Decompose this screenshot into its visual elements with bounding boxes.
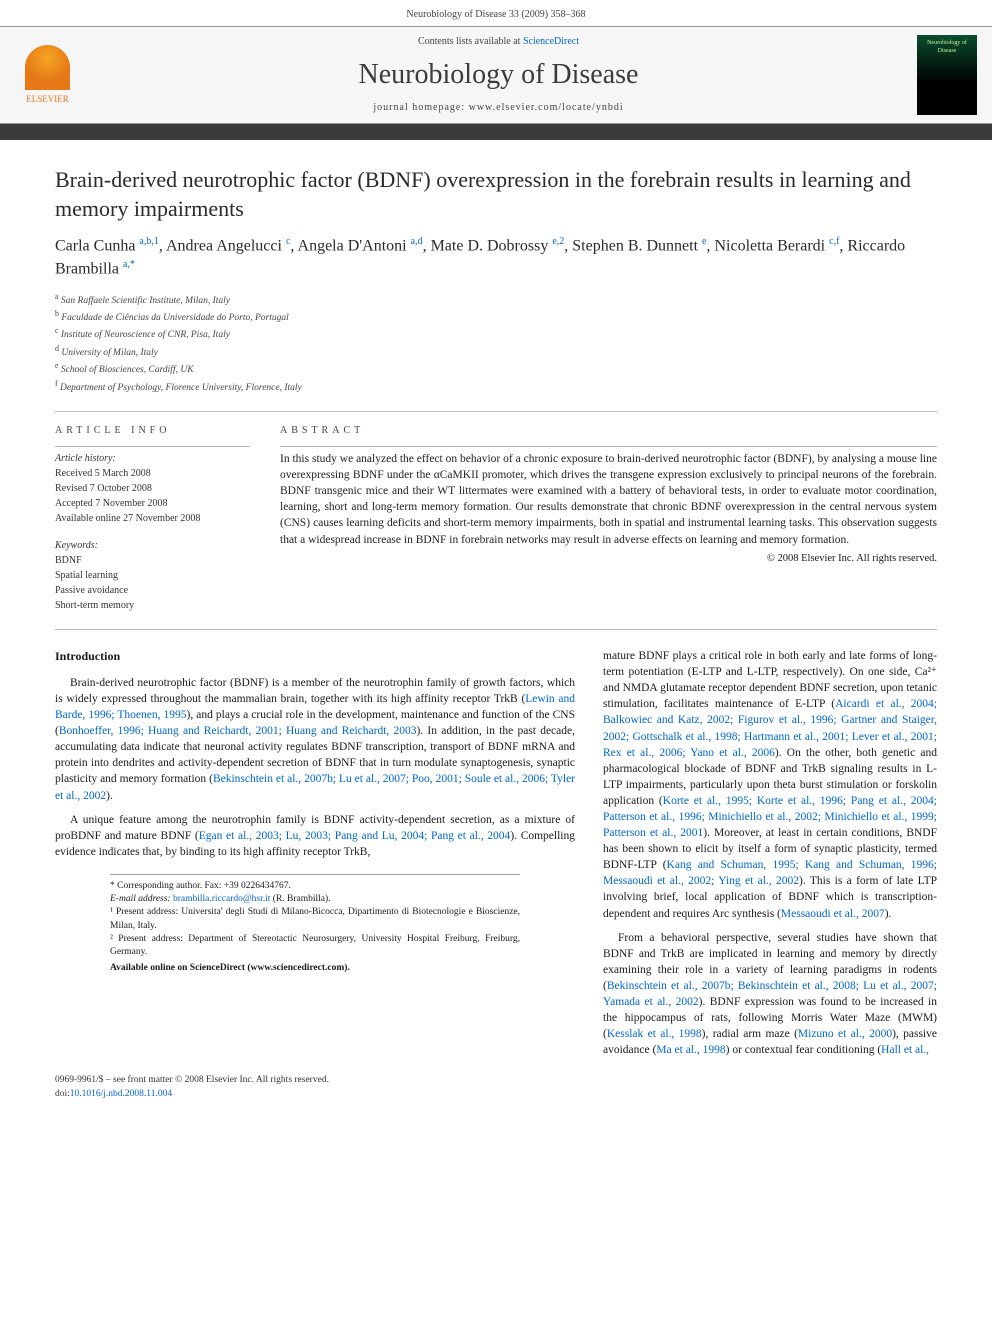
elsevier-logo: ELSEVIER [15,38,80,113]
footnotes-block: * Corresponding author. Fax: +39 0226434… [110,874,520,975]
citation-link[interactable]: Hall et al., [881,1044,929,1056]
elsevier-tree-icon [25,45,70,90]
citation-link[interactable]: Mizuno et al., 2000 [798,1028,892,1040]
contents-available-line: Contents lists available at ScienceDirec… [95,35,902,49]
text-span: Brain-derived neurotrophic factor (BDNF)… [55,677,575,705]
text-span: ), radial arm maze ( [702,1028,798,1040]
citation-link[interactable]: Messaoudi et al., 2007 [781,908,885,920]
journal-header-block: ELSEVIER Contents lists available at Sci… [0,26,992,124]
affiliation-line: b Faculdade de Ciências da Universidade … [55,308,937,325]
text-span: ) or contextual fear conditioning ( [726,1044,882,1056]
cover-label: Neurobiology of Disease [919,39,975,56]
issn-line: 0969-9961/$ – see front matter © 2008 El… [55,1074,482,1087]
dark-separator-bar [0,124,992,140]
affiliation-line: c Institute of Neuroscience of CNR, Pisa… [55,325,937,342]
running-header: Neurobiology of Disease 33 (2009) 358–36… [0,0,992,26]
citation-link[interactable]: Bonhoeffer, 1996; Huang and Reichardt, 2… [59,725,417,737]
body-paragraph: From a behavioral perspective, several s… [603,930,937,1059]
contents-prefix: Contents lists available at [418,36,523,47]
keyword-line: Passive avoidance [55,583,250,598]
journal-name: Neurobiology of Disease [95,55,902,94]
body-paragraph: Brain-derived neurotrophic factor (BDNF)… [55,675,575,804]
body-paragraph: mature BDNF plays a critical role in bot… [603,648,937,922]
article-info-column: ARTICLE INFO Article history: Received 5… [55,424,250,613]
info-abstract-row: ARTICLE INFO Article history: Received 5… [0,418,992,623]
article-history-block: Article history: Received 5 March 2008Re… [55,451,250,526]
article-info-heading: ARTICLE INFO [55,424,250,438]
citation-link[interactable]: Egan et al., 2003; Lu, 2003; Pang and Lu… [199,830,511,842]
history-line: Revised 7 October 2008 [55,481,250,496]
email-suffix: (R. Brambilla). [270,894,330,904]
affiliations-list: a San Raffaele Scientific Institute, Mil… [0,291,992,405]
elsevier-label: ELSEVIER [26,93,69,106]
keywords-label: Keywords: [55,538,250,553]
copyright-line: © 2008 Elsevier Inc. All rights reserved… [280,552,937,567]
citation-link[interactable]: Kesslak et al., 1998 [607,1028,702,1040]
abstract-column: ABSTRACT In this study we analyzed the e… [280,424,937,613]
journal-homepage: journal homepage: www.elsevier.com/locat… [95,101,902,115]
text-span: ). [885,908,892,920]
affiliation-line: a San Raffaele Scientific Institute, Mil… [55,291,937,308]
body-paragraph: A unique feature among the neurotrophin … [55,812,575,860]
divider [55,629,937,630]
email-label: E-mail address: [110,894,173,904]
doi-prefix: doi: [55,1089,70,1099]
keywords-block: Keywords: BDNFSpatial learningPassive av… [55,538,250,613]
right-column: mature BDNF plays a critical role in bot… [603,648,937,1066]
keyword-line: Short-term memory [55,598,250,613]
homepage-prefix: journal homepage: [373,102,468,113]
body-columns: Introduction Brain-derived neurotrophic … [0,636,992,1066]
history-line: Available online 27 November 2008 [55,511,250,526]
abstract-heading: ABSTRACT [280,424,937,438]
available-online-note: Available online on ScienceDirect (www.s… [110,962,520,975]
corresponding-author-note: * Corresponding author. Fax: +39 0226434… [110,880,520,893]
affiliation-line: d University of Milan, Italy [55,343,937,360]
introduction-heading: Introduction [55,648,575,665]
sciencedirect-link[interactable]: ScienceDirect [523,36,579,47]
history-line: Received 5 March 2008 [55,466,250,481]
citation-link[interactable]: Ma et al., 1998 [656,1044,725,1056]
journal-header-center: Contents lists available at ScienceDirec… [95,35,902,114]
authors-line: Carla Cunha a,b,1, Andrea Angelucci c, A… [0,235,992,290]
doi-link[interactable]: 10.1016/j.nbd.2008.11.004 [70,1089,172,1099]
issn-doi-block: 0969-9961/$ – see front matter © 2008 El… [55,1074,482,1101]
history-label: Article history: [55,451,250,466]
email-link[interactable]: brambilla.riccardo@hsr.it [173,894,270,904]
left-column: Introduction Brain-derived neurotrophic … [55,648,575,1066]
affiliation-line: e School of Biosciences, Cardiff, UK [55,360,937,377]
divider [55,411,937,412]
homepage-url: www.elsevier.com/locate/ynbdi [469,102,624,113]
email-line: E-mail address: brambilla.riccardo@hsr.i… [110,893,520,906]
text-span: ). [106,790,113,802]
doi-line: doi:10.1016/j.nbd.2008.11.004 [55,1088,482,1101]
footer-row: 0969-9961/$ – see front matter © 2008 El… [0,1066,992,1121]
keyword-line: Spatial learning [55,568,250,583]
footnote-1: ¹ Present address: Universita' degli Stu… [110,906,520,933]
divider [55,446,250,447]
affiliation-line: f Department of Psychology, Florence Uni… [55,378,937,395]
abstract-text: In this study we analyzed the effect on … [280,451,937,548]
article-title: Brain-derived neurotrophic factor (BDNF)… [0,140,992,235]
history-line: Accepted 7 November 2008 [55,496,250,511]
footnote-2: ² Present address: Department of Stereot… [110,933,520,960]
cover-thumbnail: Neurobiology of Disease [917,35,977,115]
keyword-line: BDNF [55,553,250,568]
divider [280,446,937,447]
